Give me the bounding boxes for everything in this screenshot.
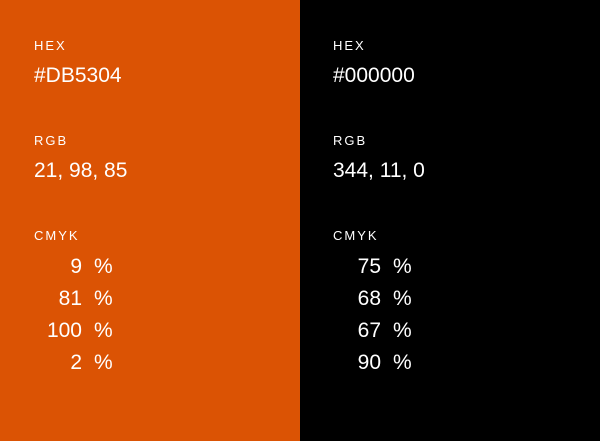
percent-sign: % xyxy=(94,287,113,310)
rgb-value: 21, 98, 85 xyxy=(34,159,128,182)
percent-sign: % xyxy=(393,319,412,342)
cmyk-value: 67 xyxy=(357,319,381,342)
swatch-black: HEX #000000 RGB 344, 11, 0 CMYK 75 % 68 … xyxy=(300,0,600,441)
cmyk-row-cyan: 75 % xyxy=(333,255,433,281)
percent-sign: % xyxy=(393,255,412,278)
cmyk-row-magenta: 81 % xyxy=(34,287,134,313)
hex-label: HEX xyxy=(34,38,67,53)
percent-sign: % xyxy=(94,319,113,342)
cmyk-label: CMYK xyxy=(34,228,80,243)
hex-value: #000000 xyxy=(333,64,415,87)
cmyk-value: 90 xyxy=(357,351,381,374)
cmyk-value: 100 xyxy=(46,319,82,342)
rgb-value: 344, 11, 0 xyxy=(333,159,425,182)
cmyk-row-key: 90 % xyxy=(333,351,433,377)
swatch-orange: HEX #DB5304 RGB 21, 98, 85 CMYK 9 % 81 %… xyxy=(0,0,300,441)
cmyk-value: 81 xyxy=(58,287,82,310)
cmyk-row-yellow: 100 % xyxy=(34,319,134,345)
cmyk-row-cyan: 9 % xyxy=(34,255,134,281)
cmyk-value: 2 xyxy=(70,351,82,374)
hex-label: HEX xyxy=(333,38,366,53)
cmyk-row-key: 2 % xyxy=(34,351,134,377)
percent-sign: % xyxy=(94,351,113,374)
rgb-label: RGB xyxy=(34,133,69,148)
hex-value: #DB5304 xyxy=(34,64,122,87)
rgb-label: RGB xyxy=(333,133,368,148)
percent-sign: % xyxy=(393,351,412,374)
percent-sign: % xyxy=(393,287,412,310)
cmyk-row-yellow: 67 % xyxy=(333,319,433,345)
percent-sign: % xyxy=(94,255,113,278)
cmyk-row-magenta: 68 % xyxy=(333,287,433,313)
cmyk-label: CMYK xyxy=(333,228,379,243)
cmyk-value: 75 xyxy=(357,255,381,278)
cmyk-value: 68 xyxy=(357,287,381,310)
cmyk-value: 9 xyxy=(70,255,82,278)
